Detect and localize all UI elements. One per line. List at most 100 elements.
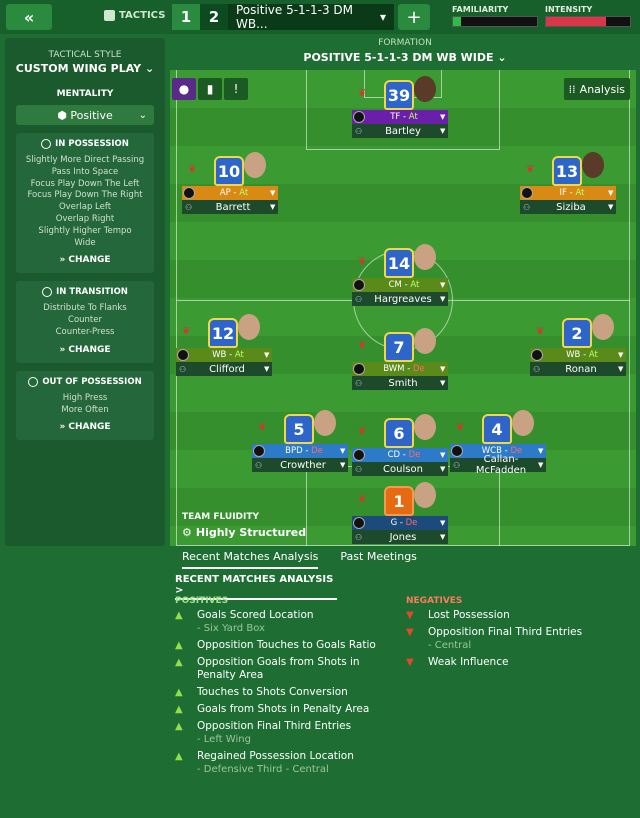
player-card[interactable]: ❦ 5 BPD - De ▼ ⚇ Crowther ▼ [252,410,348,472]
player-name[interactable]: ⚇ Clifford ▼ [176,362,272,376]
chevron-down-icon: ▼ [270,189,276,197]
positive-item: ▲ Opposition Final Third Entries - Left Wi… [175,720,352,745]
player-card[interactable]: ❦ 4 WCB - De ▼ ⚇ Callan-McFadden ▼ [450,410,546,476]
out-of-possession-change-button[interactable]: » CHANGE [59,422,111,433]
player-face [414,76,436,102]
player-name[interactable]: ⚇ Jones ▼ [352,530,448,544]
player-card[interactable]: ❦ 7 BWM - De ▼ ⚇ Smith ▼ [352,328,448,390]
thumbs-up-icon: ▲ [175,687,183,698]
player-card[interactable]: ❦ 2 WB - At ▼ ⚇ Ronan ▼ [530,314,626,376]
in-transition-box: IN TRANSITION Distribute To Flanks Counte… [16,281,154,363]
formation-select[interactable]: POSITIVE 5-1-1-3 DM WB WIDE ⌄ [303,51,507,64]
stats-view-button[interactable]: ▮ [198,78,222,100]
condition-icon: ❦ [182,326,191,337]
player-role[interactable]: WB - At ▼ [530,348,626,362]
player-role[interactable]: BPD - De ▼ [252,444,348,458]
instruction-item: Focus Play Down The Left [30,178,140,189]
condition-icon: ❦ [536,326,545,337]
player-name[interactable]: ⚇ Ronan ▼ [530,362,626,376]
instruction-item: Counter [68,315,102,326]
player-role[interactable]: BWM - De ▼ [352,362,448,376]
tactical-style-select[interactable]: CUSTOM WING PLAY ⌄ [15,62,155,75]
shirt-number: 10 [214,156,244,186]
mentality-select[interactable]: ⬢ Positive ⌄ [16,105,154,125]
player-card[interactable]: ❦ 13 IF - At ▼ ⚇ Siziba ▼ [520,152,616,214]
player-card[interactable]: ❦ 6 CD - De ▼ ⚇ Coulson ▼ [352,414,448,476]
player-role[interactable]: IF - At ▼ [520,186,616,200]
negative-item: ▼ Lost Possession [406,609,510,621]
player-card[interactable]: ❦ 1 G - De ▼ ⚇ Jones ▼ [352,482,448,544]
thumbs-down-icon: ▼ [406,610,414,621]
player-name[interactable]: ⚇ Coulson ▼ [352,462,448,476]
role-icon [183,187,195,199]
player-name[interactable]: ⚇ Barrett ▼ [182,200,278,214]
positive-item: ▲ Opposition Goals from Shots in Penalty … [175,656,360,681]
tab-past-meetings[interactable]: Past Meetings [340,550,417,563]
player-card[interactable]: ❦ 39 TF - At ▼ ⚇ Bartley ▼ [352,76,448,138]
player-name[interactable]: ⚇ Bartley ▼ [352,124,448,138]
tactic-tab-1[interactable]: 1 [172,4,200,30]
thumbs-up-icon: ▲ [175,640,183,651]
intensity-fill [546,17,607,26]
player-role[interactable]: G - De ▼ [352,516,448,530]
player-face [238,314,260,340]
condition-icon: ❦ [358,494,367,505]
shirt-number: 5 [284,414,314,444]
thumbs-down-icon: ▼ [406,627,414,638]
instructions-view-button[interactable]: ! [224,78,248,100]
tab-recent-matches-analysis[interactable]: Recent Matches Analysis [182,550,319,569]
player-view-button[interactable]: ● [172,78,196,100]
player-face [414,328,436,354]
thumbs-down-icon: ▼ [406,657,414,668]
add-tactic-button[interactable]: + [398,4,430,30]
player-name[interactable]: ⚇ Crowther ▼ [252,458,348,472]
player-role[interactable]: WB - At ▼ [176,348,272,362]
positive-item: ▲ Touches to Shots Conversion [175,686,348,698]
player-role[interactable]: CM - At ▼ [352,278,448,292]
team-fluidity-label: TEAM FLUIDITY [182,512,260,522]
player-face [314,410,336,436]
role-icon [451,445,463,457]
team-fluidity-value[interactable]: ⚙ Highly Structured [182,526,307,539]
instruction-item: Counter-Press [55,326,115,337]
role-icon [177,349,189,361]
analysis-button[interactable]: ⁞⁞ Analysis [563,78,630,100]
analysis-section: Recent Matches Analysis Past Meetings RE… [170,546,640,818]
role-icon [353,111,365,123]
player-role[interactable]: WCB - De ▼ [450,444,546,458]
player-role[interactable]: CD - De ▼ [352,448,448,462]
bar-chart-icon: ▮ [206,82,214,96]
in-transition-change-button[interactable]: » CHANGE [59,344,111,355]
player-card[interactable]: ❦ 10 AP - At ▼ ⚇ Barrett ▼ [182,152,278,214]
player-name[interactable]: ⚇ Smith ▼ [352,376,448,390]
tactic-tab-2[interactable]: 2 [208,8,220,26]
thumbs-up-icon: ▲ [175,657,183,668]
player-name[interactable]: ⚇ Siziba ▼ [520,200,616,214]
role-icon [353,517,365,529]
player-name[interactable]: ⚇ Callan-McFadden ▼ [450,454,546,476]
instruction-item: Slightly Higher Tempo [38,225,132,236]
in-possession-change-button[interactable]: » CHANGE [59,255,111,266]
familiarity-meter[interactable]: FAMILIARITY [452,5,538,27]
tactic-select[interactable]: Positive 5-1-1-3 DM WB... ▾ [228,3,394,31]
instruction-item: Overlap Right [55,213,115,224]
player-card[interactable]: ❦ 12 WB - At ▼ ⚇ Clifford ▼ [176,314,272,376]
chevron-down-icon: ▼ [440,295,446,303]
instruction-item: Focus Play Down The Right [27,190,143,201]
player-face [414,244,436,270]
chevron-down-icon: ▼ [538,461,544,469]
recent-matches-analysis-link[interactable]: RECENT MATCHES ANALYSIS > [175,574,337,600]
player-name[interactable]: ⚇ Hargreaves ▼ [352,292,448,306]
intensity-meter[interactable]: INTENSITY [545,5,631,27]
player-role[interactable]: AP - At ▼ [182,186,278,200]
chevron-down-icon: ⌄ [138,109,147,121]
chevron-down-icon: ▼ [440,379,446,387]
person-icon: ⚇ [355,294,363,304]
formation-label: FORMATION [378,38,432,48]
chevron-down-icon: ▼ [340,461,346,469]
back-button[interactable]: « [6,4,52,30]
person-icon: ⚇ [355,464,363,474]
player-role[interactable]: TF - At ▼ [352,110,448,124]
player-card[interactable]: ❦ 14 CM - At ▼ ⚇ Hargreaves ▼ [352,244,448,306]
warning-icon: ! [233,82,239,96]
